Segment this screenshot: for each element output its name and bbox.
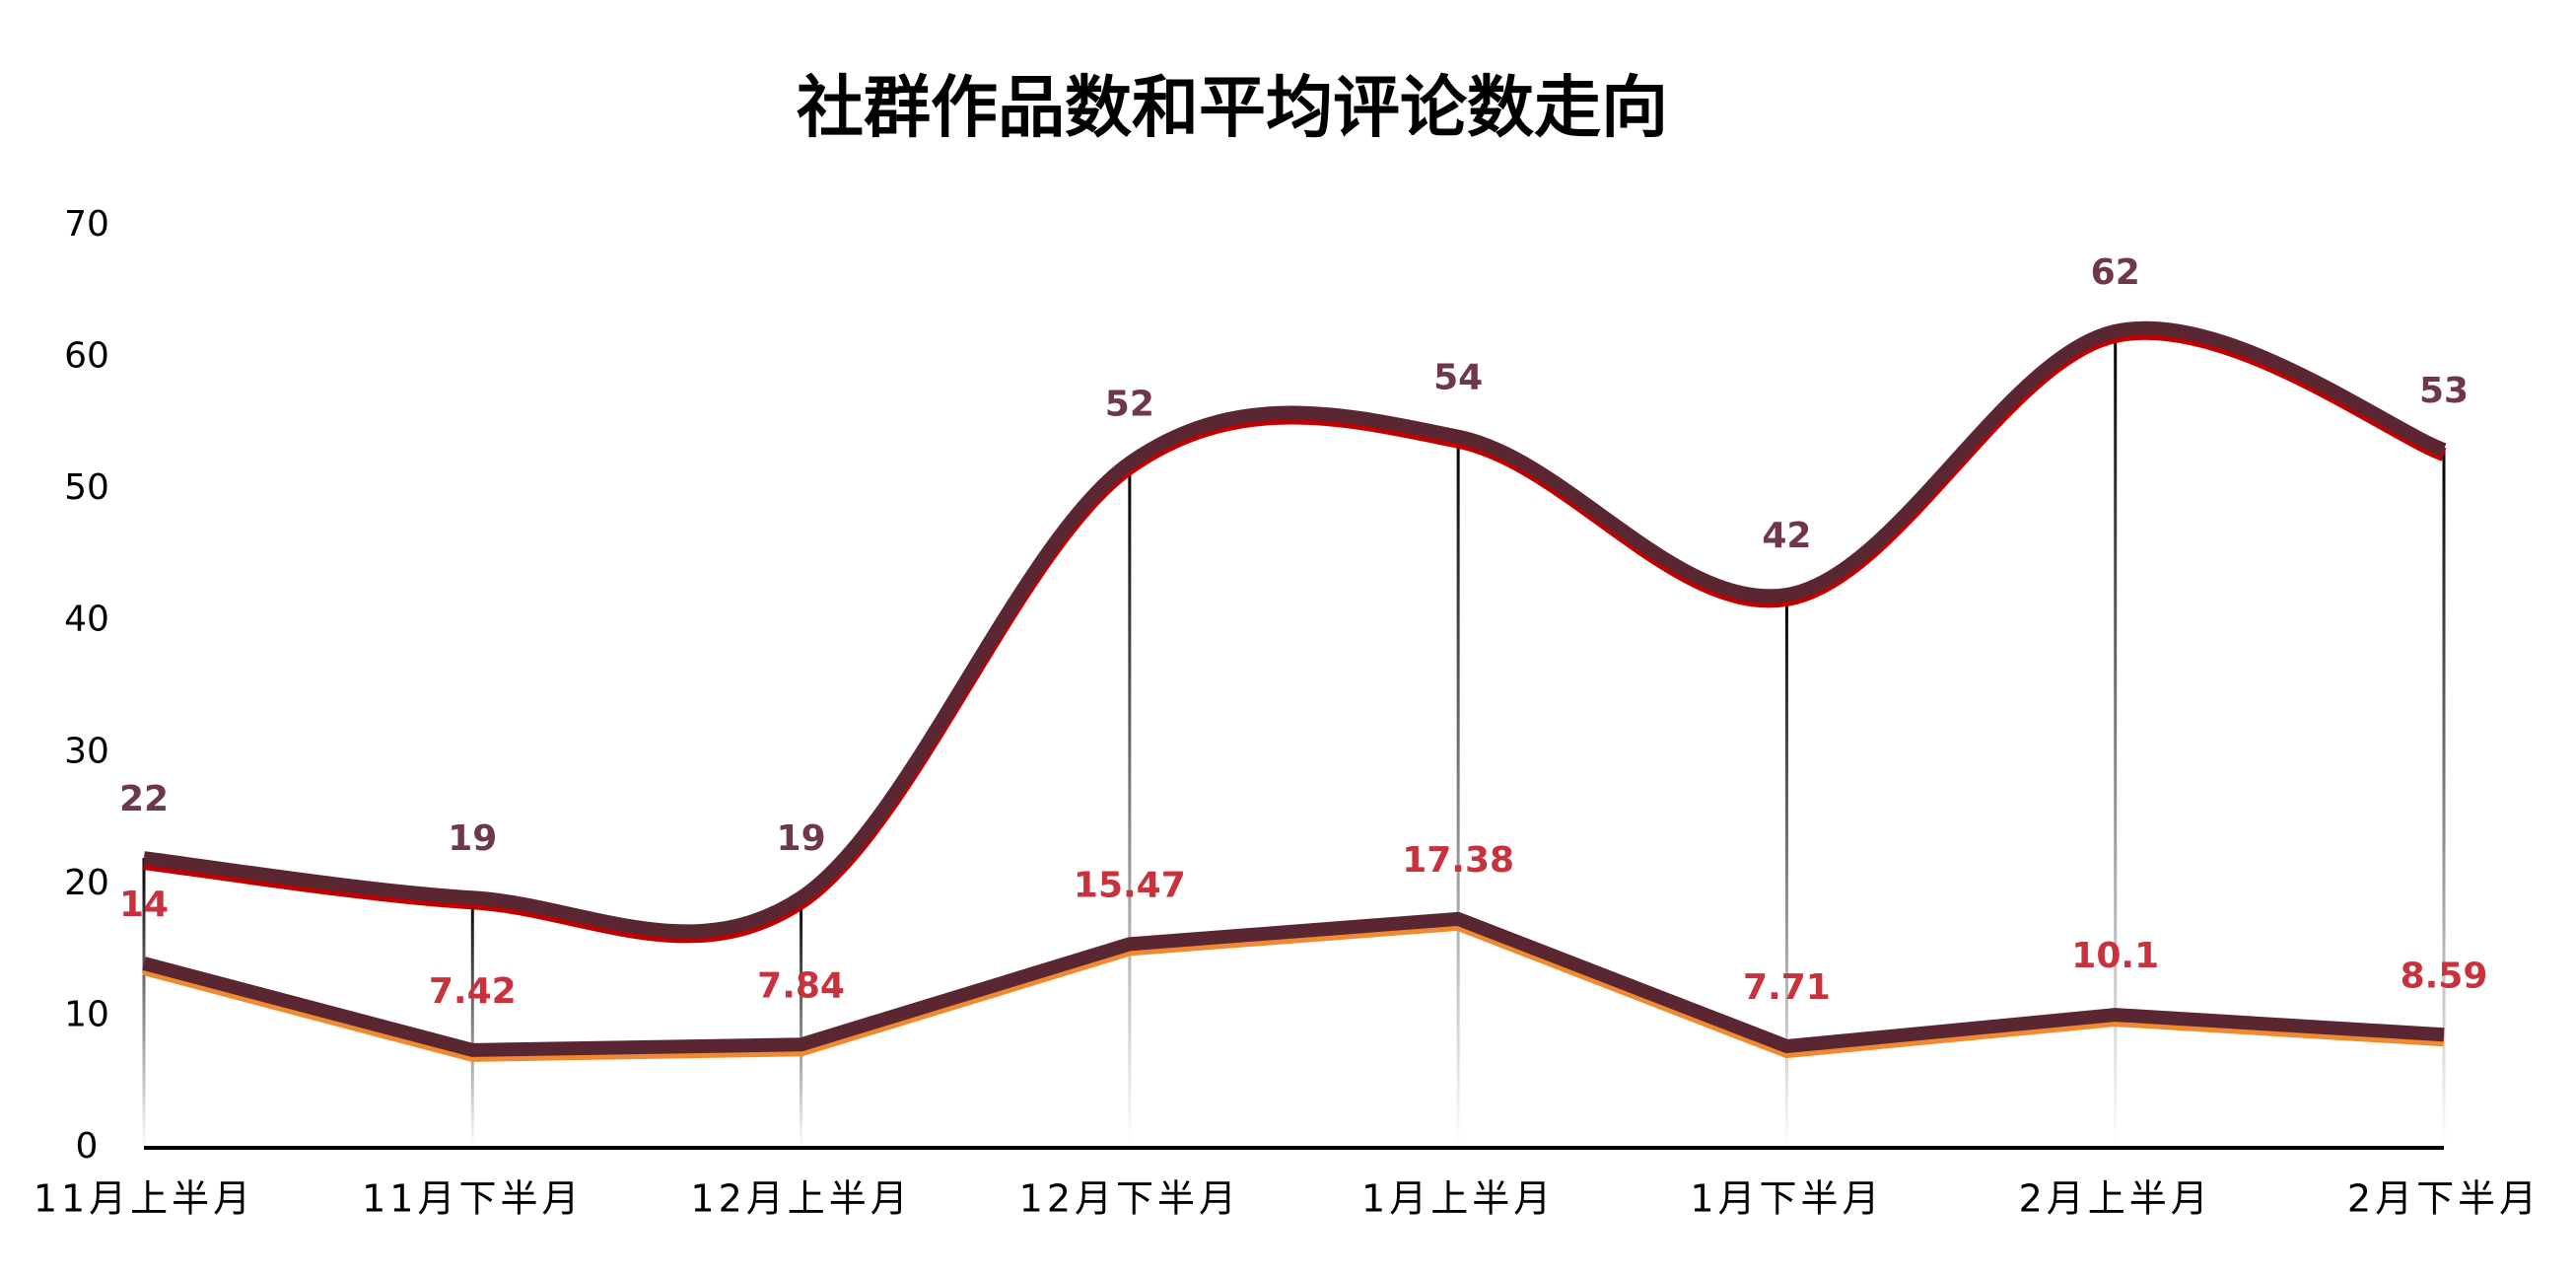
data-label: 19 <box>448 818 497 859</box>
drop-line <box>2114 330 2118 1148</box>
drop-line <box>1128 462 1132 1148</box>
x-tick-label: 2月下半月 <box>2347 1177 2541 1221</box>
data-label: 54 <box>1433 358 1483 398</box>
y-tick-label: 60 <box>64 336 109 377</box>
x-tick-label: 1月下半月 <box>1690 1177 1883 1221</box>
data-label: 17.38 <box>1402 840 1514 881</box>
line <box>142 911 2445 1057</box>
drop-line <box>470 897 474 1148</box>
x-tick-label: 2月上半月 <box>2019 1177 2212 1221</box>
data-label: 42 <box>1762 516 1811 556</box>
drop-line <box>142 858 146 1148</box>
x-tick-label: 12月上半月 <box>690 1177 911 1221</box>
data-label: 62 <box>2091 252 2140 293</box>
data-label: 53 <box>2419 371 2469 411</box>
drop-line <box>2442 450 2446 1149</box>
data-label: 22 <box>119 779 169 819</box>
y-tick-label: 70 <box>64 204 109 245</box>
data-label: 7.42 <box>429 971 517 1012</box>
drop-line <box>1456 436 1460 1148</box>
data-label: 19 <box>777 818 826 859</box>
x-tick-label: 12月下半月 <box>1019 1177 1240 1221</box>
data-label: 10.1 <box>2071 936 2159 976</box>
y-tick-label: 0 <box>76 1126 99 1167</box>
y-tick-label: 10 <box>64 994 109 1034</box>
data-label: 15.47 <box>1074 865 1186 905</box>
y-tick-label: 20 <box>64 863 109 903</box>
data-label: 52 <box>1105 384 1154 424</box>
drop-line <box>800 897 803 1148</box>
data-label: 8.59 <box>2401 956 2488 996</box>
y-tick-label: 50 <box>64 467 109 508</box>
line <box>143 320 2447 939</box>
data-label: 14 <box>119 885 169 925</box>
x-tick-label: 1月上半月 <box>1361 1177 1555 1221</box>
data-label: 7.71 <box>1743 967 1831 1008</box>
y-tick-label: 40 <box>64 600 109 640</box>
y-tick-label: 30 <box>64 731 109 771</box>
data-label: 7.84 <box>757 965 845 1006</box>
chart-title: 社群作品数和平均评论数走向 <box>797 70 1668 148</box>
drop-line <box>1784 595 1788 1148</box>
x-tick-label: 11月上半月 <box>34 1177 254 1221</box>
x-tick-label: 11月下半月 <box>362 1177 583 1221</box>
